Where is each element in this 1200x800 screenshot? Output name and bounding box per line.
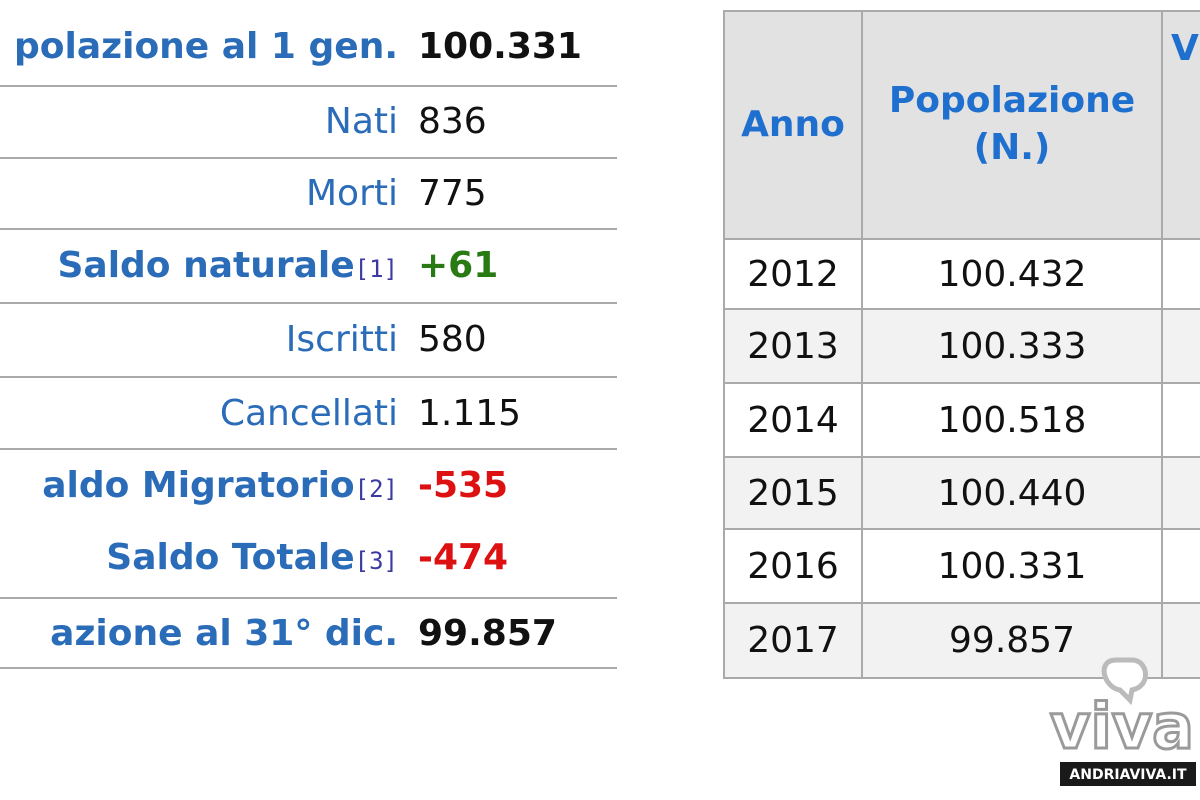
- cropped-cell: [1161, 308, 1200, 384]
- year-cell: 2015: [723, 456, 863, 530]
- row-label: aldo Migratorio[2]: [42, 450, 398, 525]
- row-label: polazione al 1 gen.: [14, 11, 398, 83]
- row-value: +61: [418, 245, 499, 286]
- row-separator: [0, 228, 617, 230]
- cropped-cell: [1161, 456, 1200, 530]
- label-text: Iscritti: [285, 319, 398, 360]
- watermark: viva ANDRIAVIVA.IT: [1049, 657, 1196, 786]
- label-text: polazione al 1 gen.: [14, 26, 398, 67]
- row-label: Iscritti: [286, 304, 398, 376]
- logo-band: [1060, 762, 1196, 786]
- label-text: Morti: [305, 173, 398, 214]
- row-label: Morti: [306, 158, 398, 230]
- row-value: 836: [418, 101, 487, 142]
- population-cell: 100.333: [861, 308, 1163, 384]
- label-text: aldo Migratorio: [42, 465, 355, 506]
- logo-bubble: [1101, 657, 1148, 706]
- year-cell: 2016: [723, 528, 863, 604]
- row-label: Cancellati: [220, 378, 398, 450]
- row-separator: [0, 85, 617, 87]
- row-value: -474: [418, 537, 509, 578]
- site-name: ANDRIAVIVA.IT: [1069, 767, 1187, 783]
- header-cell: V: [1161, 10, 1200, 240]
- cropped-cell: [1161, 238, 1200, 310]
- row-label: azione al 31° dic.: [50, 598, 398, 670]
- year-cell: 2012: [723, 238, 863, 310]
- year-cell: 2013: [723, 308, 863, 384]
- cropped-cell: [1161, 602, 1200, 679]
- cropped-cell: [1161, 382, 1200, 458]
- footnote-link[interactable]: [1]: [354, 255, 398, 283]
- row-separator: [0, 157, 617, 159]
- footnote-link[interactable]: [2]: [354, 475, 398, 503]
- header-cell: Anno: [723, 10, 863, 240]
- label-text: Saldo Totale: [106, 537, 355, 578]
- year-cell: 2017: [723, 602, 863, 679]
- population-cell: 100.331: [861, 528, 1163, 604]
- population-cell: 100.432: [861, 238, 1163, 310]
- row-separator: [0, 667, 617, 669]
- year-cell: 2014: [723, 382, 863, 458]
- label-text: azione al 31° dic.: [50, 613, 398, 654]
- logo-text: viva: [1050, 690, 1194, 763]
- cropped-cell: [1161, 528, 1200, 604]
- row-separator: [0, 302, 617, 304]
- row-label: Saldo naturale[1]: [57, 230, 398, 305]
- row-separator: [0, 597, 617, 599]
- row-separator: [0, 376, 617, 378]
- row-label: Saldo Totale[3]: [106, 522, 398, 597]
- row-value: 580: [418, 319, 487, 360]
- row-value: -535: [418, 465, 509, 506]
- row-value: 775: [418, 173, 487, 214]
- label-text: Nati: [324, 101, 398, 142]
- row-label: Nati: [325, 86, 398, 158]
- row-value: 100.331: [418, 26, 582, 67]
- row-value: 1.115: [418, 393, 522, 434]
- header-cell: Popolazione (N.): [861, 10, 1163, 240]
- label-text: Cancellati: [219, 393, 398, 434]
- footnote-link[interactable]: [3]: [354, 547, 398, 575]
- population-cell: 100.518: [861, 382, 1163, 458]
- population-cell: 100.440: [861, 456, 1163, 530]
- label-text: Saldo naturale: [57, 245, 355, 286]
- row-separator: [0, 448, 617, 450]
- row-value: 99.857: [418, 613, 557, 654]
